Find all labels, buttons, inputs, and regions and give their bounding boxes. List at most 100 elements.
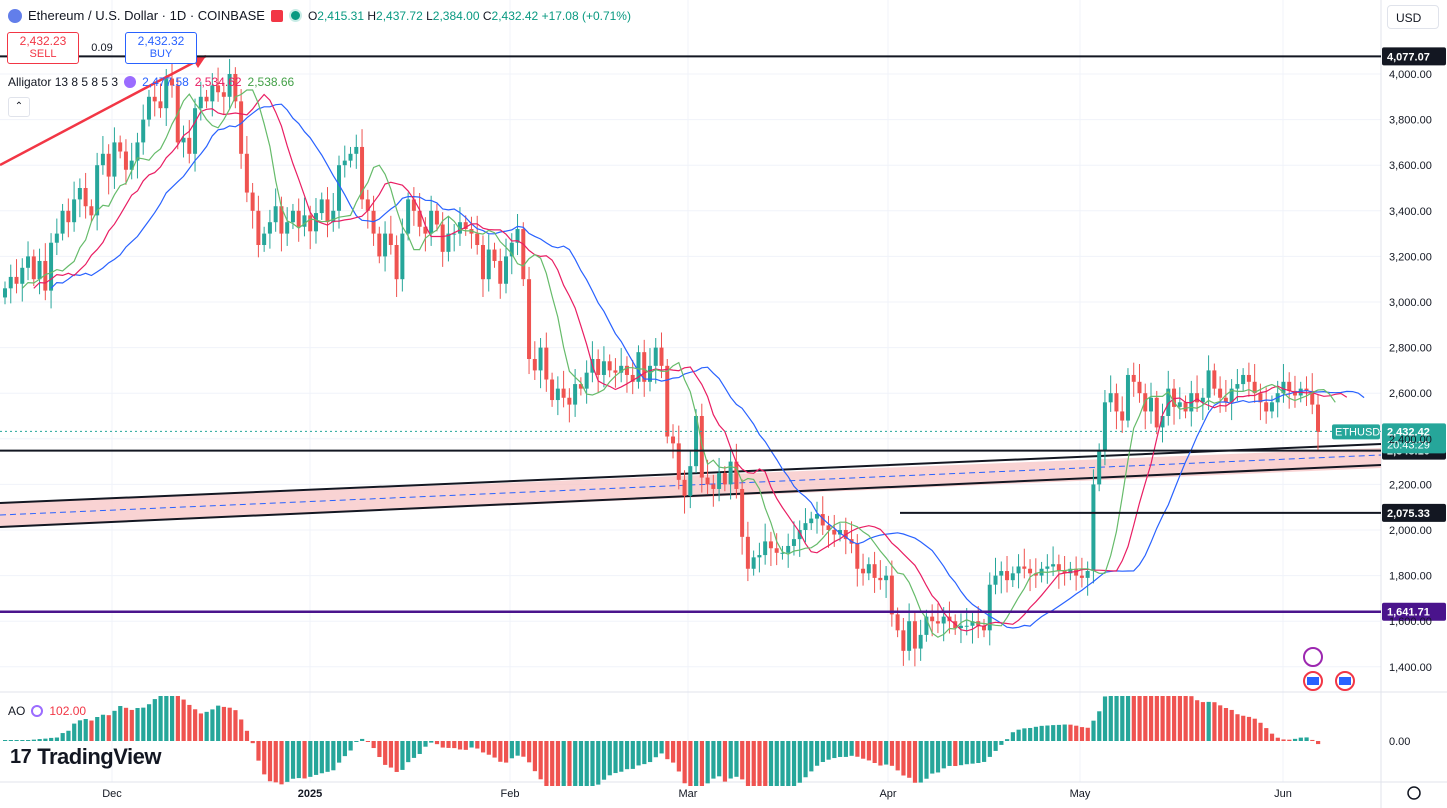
ao-bar	[573, 741, 578, 786]
ao-bar	[1085, 727, 1090, 741]
candle-body	[1166, 388, 1171, 416]
candle-body	[244, 153, 249, 193]
candle-body	[446, 233, 451, 252]
candle-body	[216, 85, 221, 93]
trade-panel: 2,432.23 SELL 0.09 2,432.32 BUY	[7, 32, 197, 64]
ao-bar	[1212, 702, 1217, 741]
ao-bar	[325, 741, 330, 772]
candle-body	[717, 473, 722, 489]
candle-body	[26, 256, 31, 268]
currency-select[interactable]: USD	[1387, 5, 1439, 29]
ao-legend[interactable]: AO 102.00	[8, 704, 86, 718]
ao-bar	[406, 741, 411, 763]
candle-body	[1085, 571, 1090, 578]
ao-bar	[694, 741, 699, 786]
candle-body	[365, 199, 370, 211]
ao-bar	[1195, 700, 1200, 741]
ao-bar	[1154, 696, 1159, 741]
ao-bar	[1114, 696, 1119, 741]
alligator-legend[interactable]: Alligator 13 8 5 8 5 3 2,477.58 2,534.62…	[8, 75, 294, 89]
ao-bar	[1068, 724, 1073, 741]
candle-body	[1316, 404, 1320, 432]
ao-bar	[313, 741, 319, 775]
candle-body	[198, 96, 203, 109]
candle-body	[1154, 397, 1159, 428]
ao-bar	[780, 741, 785, 786]
trend-arrow-line	[0, 54, 207, 167]
indicator-settings-icon[interactable]	[124, 76, 137, 88]
symbol-title[interactable]: Ethereum / U.S. Dollar · 1D · COINBASE	[28, 8, 265, 23]
buy-button[interactable]: 2,432.32 BUY	[125, 32, 197, 64]
candle-body	[1177, 402, 1182, 407]
candle-body	[193, 108, 198, 154]
time-axis-label: 2025	[298, 788, 322, 800]
ao-bar	[54, 737, 60, 741]
candle-body	[250, 192, 255, 211]
candle-body	[1091, 484, 1096, 572]
candle-body	[239, 101, 244, 154]
candle-body	[1212, 370, 1217, 389]
candle-body	[1310, 390, 1315, 405]
ao-bar	[884, 741, 889, 765]
ao-bar	[141, 707, 146, 741]
ao-bar	[1183, 696, 1188, 741]
candle-body	[1079, 575, 1084, 578]
candle-body	[1028, 568, 1033, 574]
candle-body	[118, 142, 123, 152]
candle-body	[930, 616, 935, 622]
candle-body	[141, 119, 146, 143]
ao-bar	[1281, 739, 1286, 741]
flag-icon[interactable]	[270, 9, 283, 22]
ao-bar	[901, 741, 906, 776]
ao-bar	[20, 740, 25, 741]
candle-body	[60, 210, 65, 234]
candle-body	[1269, 402, 1274, 412]
candle-body	[388, 233, 393, 245]
alligator-lips-value: 2,538.66	[247, 75, 295, 89]
candle-body	[838, 530, 843, 535]
ao-bar	[1172, 696, 1177, 741]
candle-body	[360, 146, 365, 200]
ao-bar	[135, 708, 140, 741]
candle-body	[486, 249, 491, 280]
ao-bar	[210, 709, 215, 741]
ao-bar	[987, 741, 992, 757]
candle-body	[158, 101, 163, 109]
ao-value: 102.00	[49, 704, 87, 718]
ao-bar	[953, 741, 958, 767]
price-axis-tick: 4,000.00	[1389, 69, 1432, 81]
candle-body	[1045, 566, 1050, 569]
candle-body	[313, 213, 318, 232]
sell-button[interactable]: 2,432.23 SELL	[7, 32, 79, 64]
ao-bar	[233, 710, 238, 741]
collapse-legend-icon[interactable]: ⌃	[8, 97, 30, 117]
candle-body	[411, 199, 416, 211]
candle-body	[1148, 397, 1153, 412]
ao-bar	[400, 741, 405, 770]
ao-bar	[72, 723, 77, 741]
candle-body	[1246, 374, 1251, 382]
ao-bar	[567, 741, 572, 786]
price-axis-tick: 2,200.00	[1389, 479, 1432, 491]
ao-bar	[538, 741, 543, 780]
ao-bar	[1166, 696, 1171, 741]
ao-bar	[820, 741, 825, 762]
candle-body	[624, 365, 629, 375]
ao-bar	[659, 741, 664, 754]
ao-bar	[665, 741, 670, 760]
candle-body	[509, 242, 514, 257]
tradingview-logo[interactable]: 17 TradingView	[10, 744, 161, 769]
ao-bar	[1028, 727, 1033, 741]
ao-bar	[1189, 696, 1194, 741]
ao-bar	[763, 741, 768, 786]
ao-bar	[561, 741, 566, 786]
candle-body	[671, 436, 676, 444]
candle-body	[803, 523, 808, 530]
candle-body	[653, 347, 658, 366]
ao-bar	[728, 741, 733, 779]
ao-settings-icon[interactable]	[31, 705, 44, 717]
candle-body	[912, 621, 917, 649]
candle-body	[642, 352, 647, 382]
ao-bar	[1120, 696, 1125, 741]
